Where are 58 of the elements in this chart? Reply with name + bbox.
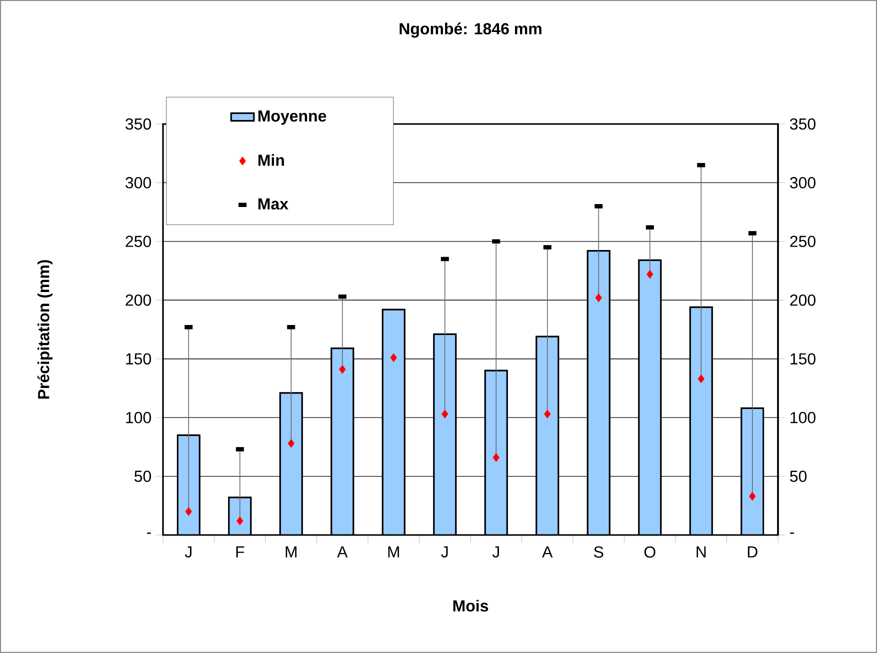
point <box>646 270 654 279</box>
point <box>749 492 756 501</box>
x-tick-label: A <box>337 546 348 558</box>
bar <box>279 392 303 535</box>
x-tick-label: M <box>388 546 399 558</box>
point <box>698 374 704 384</box>
y-tick-label: 200 <box>126 294 152 306</box>
point <box>595 294 602 302</box>
y2-tick-label: 100 <box>790 412 816 424</box>
y-tick-label: 350 <box>126 118 152 130</box>
bar <box>638 259 662 535</box>
y-tick-label: 150 <box>126 353 152 365</box>
chart-title: Ngombé: 1846 mm <box>400 22 542 38</box>
x-tick-label: F <box>236 546 244 558</box>
bar <box>433 333 457 535</box>
point <box>236 516 244 526</box>
y2-tick-label: 250 <box>790 236 816 248</box>
y-tick-label: 250 <box>126 236 152 248</box>
y2-tick-label: 200 <box>790 294 816 306</box>
x-tick-label: J <box>184 546 192 558</box>
legend-label: Min <box>258 154 284 166</box>
x-tick-label: N <box>696 546 706 558</box>
bar <box>176 434 200 535</box>
bar <box>228 496 252 535</box>
legend-label: Moyenne <box>258 110 326 125</box>
x-tick-label: A <box>542 546 553 558</box>
x-tick-label: O <box>644 546 656 558</box>
bar <box>586 250 610 535</box>
bar <box>740 407 764 535</box>
y-tick-label: 300 <box>126 177 152 188</box>
point <box>390 353 397 362</box>
y-tick-label: 50 <box>134 470 152 482</box>
bar <box>536 336 560 535</box>
x-tick-label: J <box>441 546 448 558</box>
point <box>288 439 294 448</box>
bar <box>689 306 713 535</box>
y-axis-title: Précipitation (mm) <box>37 260 52 399</box>
y2-tick-label: 300 <box>790 177 816 188</box>
x-tick-label: D <box>748 546 758 558</box>
point <box>492 453 500 462</box>
legend-label: Max <box>258 198 288 210</box>
bar <box>330 347 354 535</box>
y2-tick-label: 50 <box>790 470 807 482</box>
bar <box>382 308 406 535</box>
point <box>339 365 346 374</box>
point <box>544 410 551 418</box>
point <box>442 410 448 418</box>
bar <box>484 370 508 535</box>
y-tick-label: 100 <box>126 412 152 424</box>
y-tick-label: - <box>147 532 151 534</box>
x-axis-title: Mois <box>453 600 488 612</box>
x-tick-label: J <box>492 546 499 558</box>
point <box>185 507 192 516</box>
y2-tick-label: - <box>790 532 794 534</box>
x-tick-label: S <box>594 546 604 558</box>
y2-tick-label: 350 <box>790 118 816 130</box>
y2-tick-label: 150 <box>790 353 816 365</box>
x-tick-label: M <box>286 546 296 558</box>
